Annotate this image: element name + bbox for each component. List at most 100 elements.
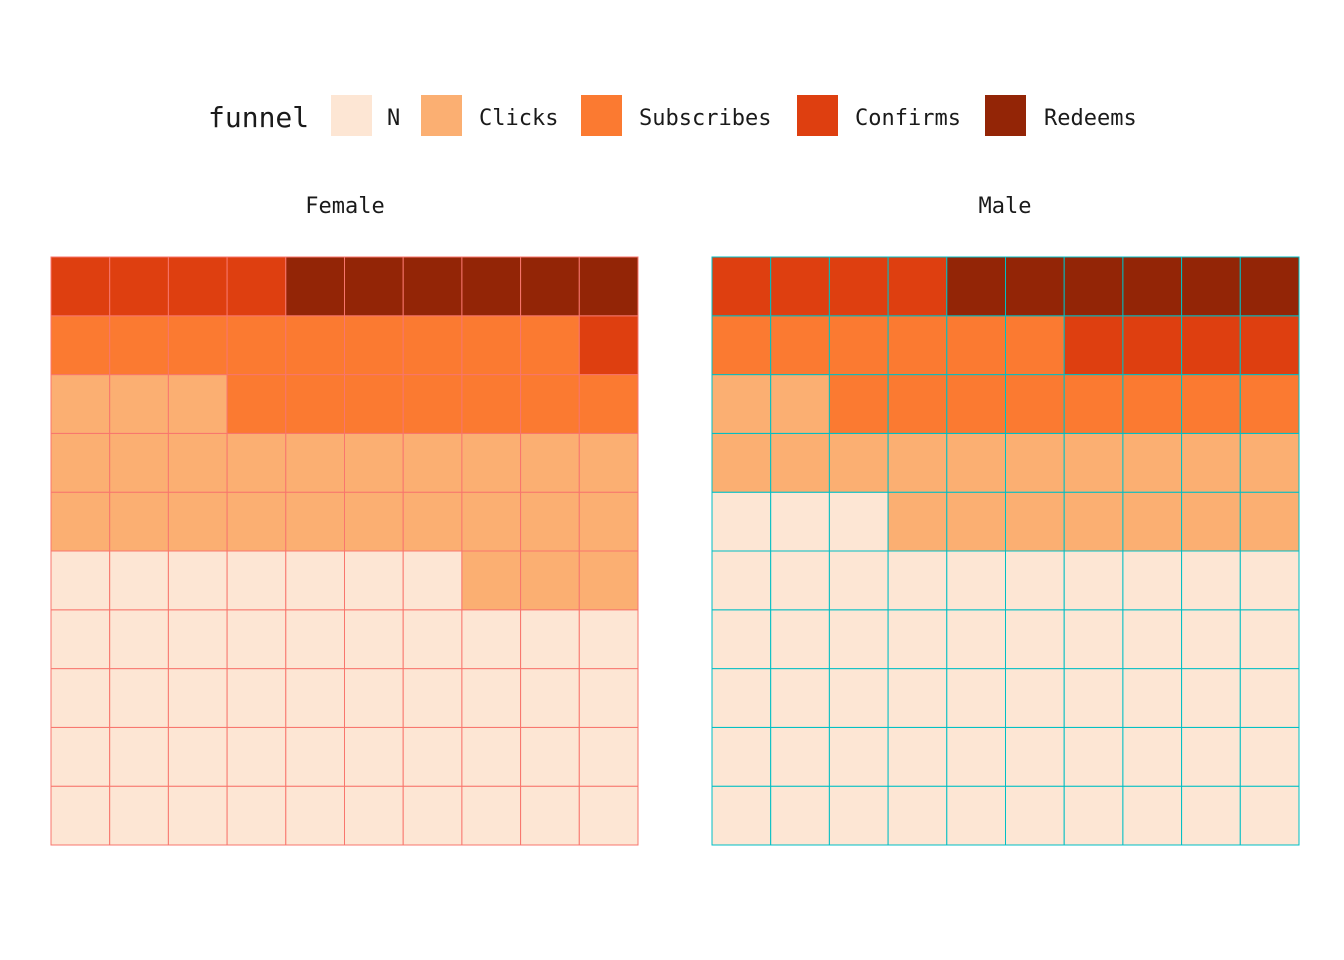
waffle-cell-subscribes — [887, 374, 948, 434]
waffle-cell-clicks — [770, 374, 830, 434]
waffle-cell-n — [711, 785, 772, 846]
waffle-cell-n — [167, 609, 228, 670]
waffle-cell-clicks — [226, 432, 287, 493]
waffle-cell-n — [770, 726, 830, 787]
waffle-cell-clicks — [1122, 432, 1183, 493]
waffle-cell-subscribes — [226, 374, 287, 434]
waffle-cell-n — [1239, 785, 1300, 846]
waffle-cell-confirms — [1239, 315, 1300, 376]
waffle-cell-n — [402, 785, 463, 846]
waffle-cell-redeems — [946, 256, 1006, 317]
waffle-cell-n — [1181, 550, 1241, 611]
waffle-cell-subscribes — [946, 374, 1006, 434]
legend-key-subscribes — [581, 95, 622, 136]
waffle-cell-n — [887, 609, 948, 670]
waffle-cell-n — [344, 609, 404, 670]
waffle-cell-subscribes — [285, 374, 345, 434]
waffle-cell-n — [828, 785, 889, 846]
waffle-cell-n — [1181, 785, 1241, 846]
waffle-cell-redeems — [578, 256, 639, 317]
waffle-cell-n — [1239, 550, 1300, 611]
waffle-cell-n — [50, 785, 111, 846]
waffle-cell-n — [770, 550, 830, 611]
waffle-cell-clicks — [1005, 432, 1065, 493]
waffle-cell-n — [711, 491, 772, 552]
waffle-cell-n — [946, 668, 1006, 728]
waffle-cell-n — [946, 609, 1006, 670]
waffle-cell-n — [828, 668, 889, 728]
waffle-cell-clicks — [50, 374, 111, 434]
waffle-cell-n — [1181, 726, 1241, 787]
legend-key-redeems — [985, 95, 1026, 136]
waffle-cell-n — [578, 785, 639, 846]
waffle-cell-n — [109, 550, 169, 611]
waffle-cell-n — [402, 609, 463, 670]
waffle-cell-clicks — [946, 491, 1006, 552]
waffle-cell-confirms — [578, 315, 639, 376]
waffle-cell-n — [109, 785, 169, 846]
waffle-cell-n — [1239, 668, 1300, 728]
waffle-cell-n — [50, 550, 111, 611]
waffle-cell-n — [1122, 550, 1183, 611]
waffle-cell-n — [1239, 609, 1300, 670]
waffle-cell-n — [1122, 609, 1183, 670]
waffle-cell-clicks — [1181, 432, 1241, 493]
waffle-cell-subscribes — [1122, 374, 1183, 434]
legend-title: funnel — [208, 101, 309, 134]
waffle-cell-n — [520, 726, 580, 787]
legend-label-confirms: Confirms — [855, 106, 961, 131]
waffle-cell-n — [50, 668, 111, 728]
waffle-cell-n — [770, 609, 830, 670]
waffle-cell-redeems — [1122, 256, 1183, 317]
waffle-cell-clicks — [167, 374, 228, 434]
waffle-cell-confirms — [1181, 315, 1241, 376]
waffle-cell-n — [520, 785, 580, 846]
waffle-cell-n — [828, 491, 889, 552]
waffle-cell-clicks — [828, 432, 889, 493]
waffle-cell-clicks — [344, 432, 404, 493]
legend-key-clicks — [421, 95, 462, 136]
waffle-cell-n — [461, 726, 522, 787]
waffle-cell-n — [1005, 785, 1065, 846]
waffle-cell-n — [226, 609, 287, 670]
waffle-cell-clicks — [50, 491, 111, 552]
waffle-cell-n — [946, 785, 1006, 846]
waffle-cell-n — [1122, 726, 1183, 787]
waffle-cell-n — [946, 550, 1006, 611]
waffle-cell-clicks — [520, 491, 580, 552]
waffle-cell-n — [1063, 726, 1124, 787]
waffle-cell-subscribes — [285, 315, 345, 376]
waffle-cell-clicks — [461, 432, 522, 493]
waffle-cell-n — [520, 668, 580, 728]
waffle-cell-n — [1005, 550, 1065, 611]
waffle-cell-n — [1063, 785, 1124, 846]
waffle-cell-n — [50, 726, 111, 787]
waffle-cell-subscribes — [167, 315, 228, 376]
facet-title-female: Female — [305, 194, 384, 219]
waffle-cell-clicks — [226, 491, 287, 552]
waffle-cell-confirms — [109, 256, 169, 317]
legend-key-confirms — [797, 95, 838, 136]
waffle-cell-confirms — [50, 256, 111, 317]
waffle-cell-n — [402, 726, 463, 787]
waffle-cell-n — [887, 550, 948, 611]
waffle-cell-subscribes — [109, 315, 169, 376]
waffle-cell-clicks — [402, 432, 463, 493]
waffle-cell-clicks — [1063, 432, 1124, 493]
waffle-cell-n — [344, 668, 404, 728]
waffle-cell-redeems — [1181, 256, 1241, 317]
waffle-cell-n — [770, 491, 830, 552]
waffle-cell-n — [946, 726, 1006, 787]
waffle-cell-redeems — [461, 256, 522, 317]
waffle-cell-subscribes — [828, 374, 889, 434]
waffle-cell-confirms — [1122, 315, 1183, 376]
waffle-cell-clicks — [109, 374, 169, 434]
waffle-cell-n — [1181, 668, 1241, 728]
waffle-cell-n — [1005, 609, 1065, 670]
waffle-cell-redeems — [285, 256, 345, 317]
waffle-cell-subscribes — [520, 374, 580, 434]
waffle-cell-clicks — [344, 491, 404, 552]
waffle-cell-n — [828, 550, 889, 611]
waffle-cell-n — [285, 726, 345, 787]
waffle-cell-clicks — [50, 432, 111, 493]
